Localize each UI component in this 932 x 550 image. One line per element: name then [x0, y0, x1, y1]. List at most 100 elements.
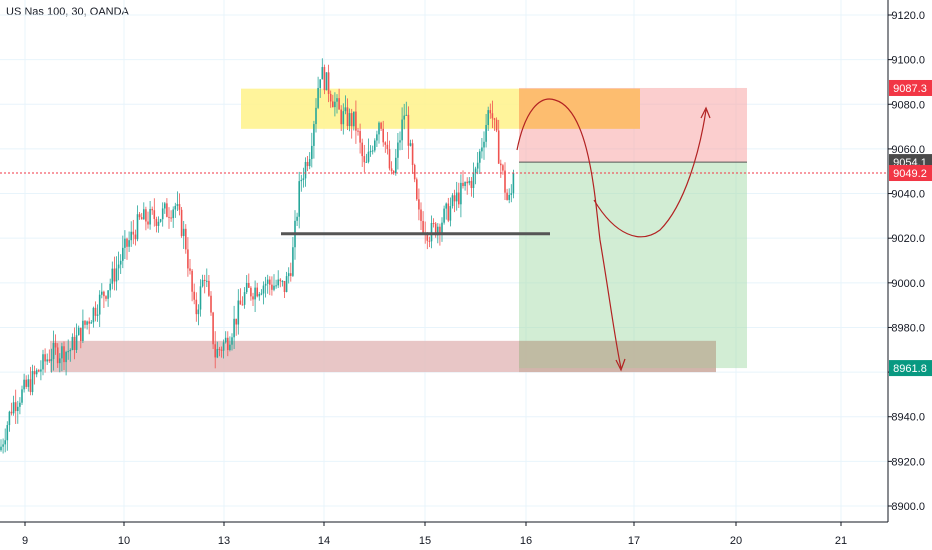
candle-body [147, 221, 149, 225]
candle-body [94, 307, 97, 316]
candle-body [17, 406, 19, 412]
candle-body [479, 151, 481, 163]
candle-body [493, 118, 496, 120]
candle-body [334, 101, 336, 108]
candle-body [256, 287, 258, 297]
candle-body [119, 260, 122, 265]
candle-body [2, 444, 4, 447]
candle-body [395, 157, 397, 174]
candle-body [279, 279, 282, 282]
candle-body [386, 144, 389, 150]
candle-body [437, 226, 439, 236]
candle-body [14, 402, 17, 412]
candle-body [273, 285, 275, 290]
candle-body [157, 221, 160, 226]
candle-body [161, 208, 164, 220]
grid [0, 0, 888, 522]
candle-body [113, 268, 116, 282]
candle-body [407, 114, 410, 146]
candle-body [277, 279, 279, 286]
candle-body [441, 222, 443, 234]
candle-body [38, 370, 40, 372]
candle-body [411, 143, 414, 165]
candle-body [155, 218, 158, 226]
candle-body [321, 67, 324, 80]
candle-body [237, 300, 240, 325]
x-tick-label: 16 [520, 535, 532, 547]
candle-body [304, 161, 307, 179]
candle-body [27, 379, 30, 387]
candle-body [287, 273, 290, 277]
candle-body [506, 192, 508, 200]
candle-body [224, 337, 227, 343]
candle-body [262, 285, 265, 294]
candle-body [239, 300, 242, 305]
candle-body [0, 446, 2, 451]
y-tick-label: 9020.0 [891, 233, 925, 245]
candle-body [453, 195, 456, 202]
candle-body [420, 209, 422, 221]
candle-body [308, 159, 311, 167]
candle-body [483, 141, 485, 148]
y-tick-label: 8940.0 [891, 412, 925, 424]
candle-body [487, 110, 489, 125]
candle-body [67, 351, 69, 353]
candle-body [500, 163, 502, 166]
candle-body [128, 240, 130, 247]
candle-body [340, 109, 342, 125]
candle-body [258, 293, 261, 297]
candle-body [77, 327, 80, 336]
candle-body [403, 115, 405, 120]
candle-body [464, 181, 466, 187]
candle-body [378, 122, 380, 135]
candle-body [63, 346, 65, 363]
candle-body [512, 173, 515, 194]
candle-body [468, 180, 471, 184]
candle-body [172, 209, 174, 219]
candle-body [54, 343, 57, 348]
candle-body [178, 204, 181, 210]
candle-body [59, 358, 61, 364]
candle-body [96, 314, 99, 316]
candle-body [73, 336, 76, 350]
candle-body [103, 291, 105, 297]
candle-body [462, 182, 464, 187]
candle-body [355, 111, 357, 131]
candle-body [430, 222, 433, 242]
candle-body [21, 389, 23, 403]
candle-body [231, 337, 233, 345]
candle-body [25, 379, 27, 387]
candle-body [426, 234, 429, 241]
candle-body [329, 93, 332, 102]
candle-body [397, 142, 399, 158]
candle-body [19, 402, 21, 407]
zones [50, 87, 747, 373]
candle-body [252, 296, 254, 300]
candle-body [346, 107, 349, 127]
candle-body [44, 354, 46, 362]
overlays [0, 98, 888, 372]
candle-body [313, 124, 315, 146]
candle-body [153, 210, 156, 219]
x-tick-label: 13 [218, 535, 230, 547]
candle-body [260, 293, 263, 295]
candle-body [353, 111, 355, 127]
x-tick-label: 15 [419, 535, 431, 547]
y-tick-label: 9080.0 [891, 99, 925, 111]
candle-body [143, 209, 145, 220]
candle-body [12, 402, 15, 414]
arrow-head-down [615, 358, 626, 372]
candle-body [269, 279, 271, 285]
candle-body [302, 178, 305, 180]
candle-body [296, 216, 298, 221]
candle-body [206, 280, 208, 282]
candle-body [361, 142, 363, 157]
candle-body [151, 208, 153, 211]
price-badge [889, 165, 932, 182]
candle-body [4, 440, 6, 445]
candle-body [481, 147, 483, 152]
candle-body [29, 379, 32, 393]
candle-body [458, 192, 460, 205]
candle-body [384, 142, 387, 145]
